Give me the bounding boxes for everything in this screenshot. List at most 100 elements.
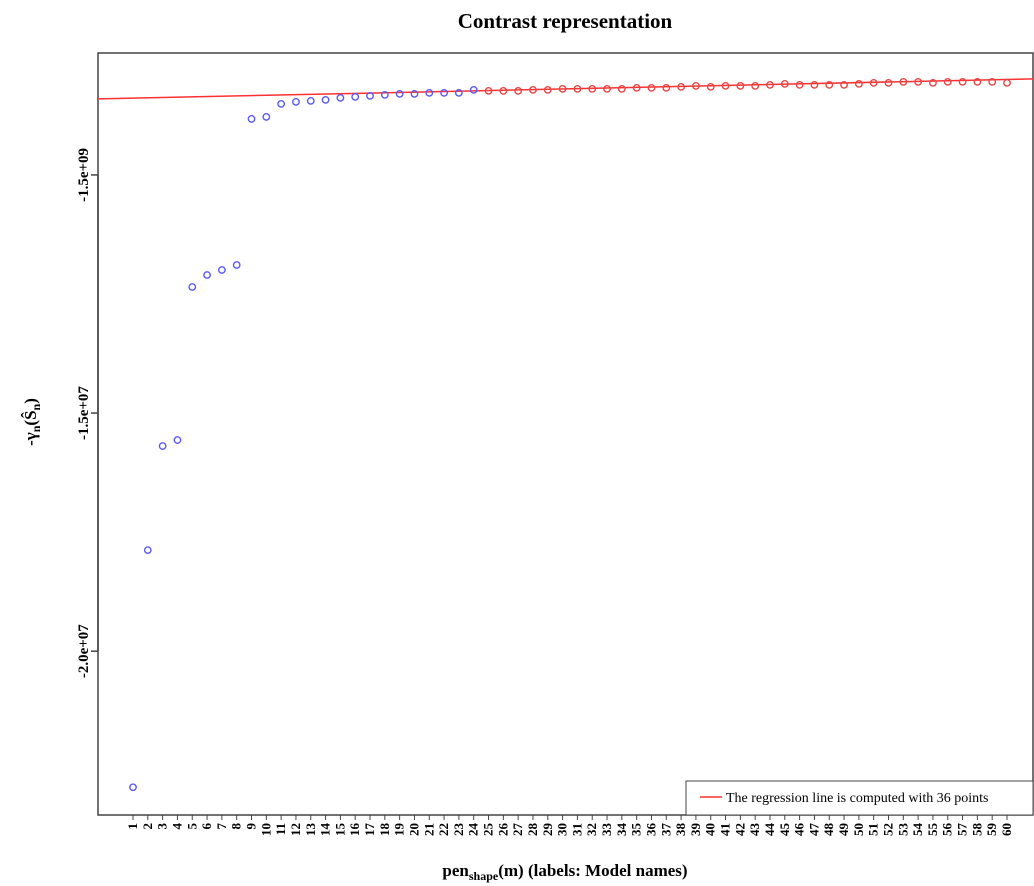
x-tick-label: 23 (451, 823, 466, 837)
chart-title: Contrast representation (458, 9, 673, 33)
point (321, 95, 330, 104)
point (721, 81, 730, 90)
point (840, 80, 848, 89)
x-tick-label: 5 (184, 823, 199, 830)
point (825, 80, 834, 89)
point (884, 78, 893, 87)
x-tick-label: 29 (540, 823, 555, 837)
point (336, 93, 345, 102)
x-tick-label: 11 (273, 823, 288, 835)
x-tick-label: 16 (347, 823, 362, 837)
x-tick-label: 36 (643, 823, 658, 837)
point (454, 88, 463, 97)
x-tick-label: 17 (362, 823, 377, 837)
x-tick-label: 53 (895, 823, 910, 837)
point (899, 77, 908, 86)
x-tick-label: 56 (940, 823, 955, 837)
point (958, 77, 967, 86)
x-tick-label: 40 (703, 823, 718, 836)
point (306, 96, 315, 105)
x-tick-label: 41 (718, 823, 733, 836)
point (469, 85, 478, 94)
plot-frame (97, 52, 1034, 816)
x-tick-label: 45 (777, 823, 792, 837)
point (647, 83, 656, 92)
point (662, 83, 671, 92)
x-tick-label: 4 (169, 823, 184, 830)
x-tick-label: 19 (392, 823, 407, 837)
point (795, 80, 804, 89)
point (736, 81, 745, 90)
point (395, 89, 404, 98)
x-tick-label: 13 (303, 823, 318, 837)
point (129, 783, 137, 792)
point (188, 283, 197, 291)
point (277, 99, 286, 108)
x-tick-label: 9 (244, 823, 259, 830)
point (706, 82, 715, 91)
x-tick-label: 24 (466, 823, 481, 837)
point (232, 261, 241, 269)
point (543, 85, 552, 94)
x-tick-label: 58 (969, 823, 984, 837)
x-tick-label: 27 (510, 823, 525, 837)
x-axis-label: penshape(m) (labels: Model names) (442, 861, 687, 883)
x-tick-label: 43 (747, 823, 762, 837)
x-tick-label: 31 (569, 823, 584, 836)
point (499, 86, 508, 95)
point (677, 82, 686, 91)
point (217, 266, 226, 274)
point (617, 84, 626, 93)
legend: The regression line is computed with 36 … (685, 780, 1034, 816)
x-tick-label: 48 (821, 823, 836, 837)
x-tick-label: 22 (436, 823, 451, 836)
point (425, 88, 434, 97)
x-tick-label: 38 (673, 823, 688, 837)
x-tick-label: 37 (658, 823, 673, 837)
point (929, 78, 937, 87)
point (914, 77, 923, 86)
x-tick-label: 10 (258, 823, 273, 836)
point (766, 80, 774, 89)
legend-box (685, 780, 1034, 816)
x-tick-label: 30 (555, 823, 570, 836)
point (529, 85, 537, 94)
point (973, 77, 982, 86)
x-tick-label: 12 (288, 823, 303, 836)
point (854, 79, 863, 88)
point (869, 78, 878, 87)
point (203, 271, 211, 279)
x-tick-label: 7 (214, 823, 229, 830)
y-axis-label: -γn(Ŝn) (21, 398, 43, 446)
point (603, 84, 611, 93)
x-tick-label: 54 (910, 823, 925, 837)
point (143, 546, 152, 555)
point (484, 86, 493, 95)
point (558, 84, 567, 93)
point (173, 436, 182, 444)
x-tick-label: 57 (955, 823, 970, 837)
x-tick-label: 3 (155, 823, 170, 830)
point (810, 80, 819, 89)
x-tick-label: 20 (406, 823, 421, 836)
x-tick-label: 2 (140, 823, 155, 830)
point (292, 97, 300, 106)
y-tick-label: -1.5e+09 (76, 148, 92, 202)
x-tick-label: 33 (599, 823, 614, 837)
point (158, 442, 167, 450)
point (780, 79, 789, 88)
x-tick-label: 55 (925, 823, 940, 837)
point (262, 113, 271, 121)
point (988, 77, 997, 86)
x-tick-label: 46 (792, 823, 807, 837)
point (366, 91, 374, 100)
x-tick-label: 18 (377, 823, 392, 837)
x-tick-label: 50 (851, 823, 866, 836)
x-tick-label: 21 (421, 823, 436, 836)
x-tick-label: 1 (125, 823, 140, 830)
x-tick-label: 14 (318, 823, 333, 837)
x-tick-label: 51 (866, 823, 881, 836)
x-tick-label: 34 (614, 823, 629, 837)
point (588, 84, 597, 93)
